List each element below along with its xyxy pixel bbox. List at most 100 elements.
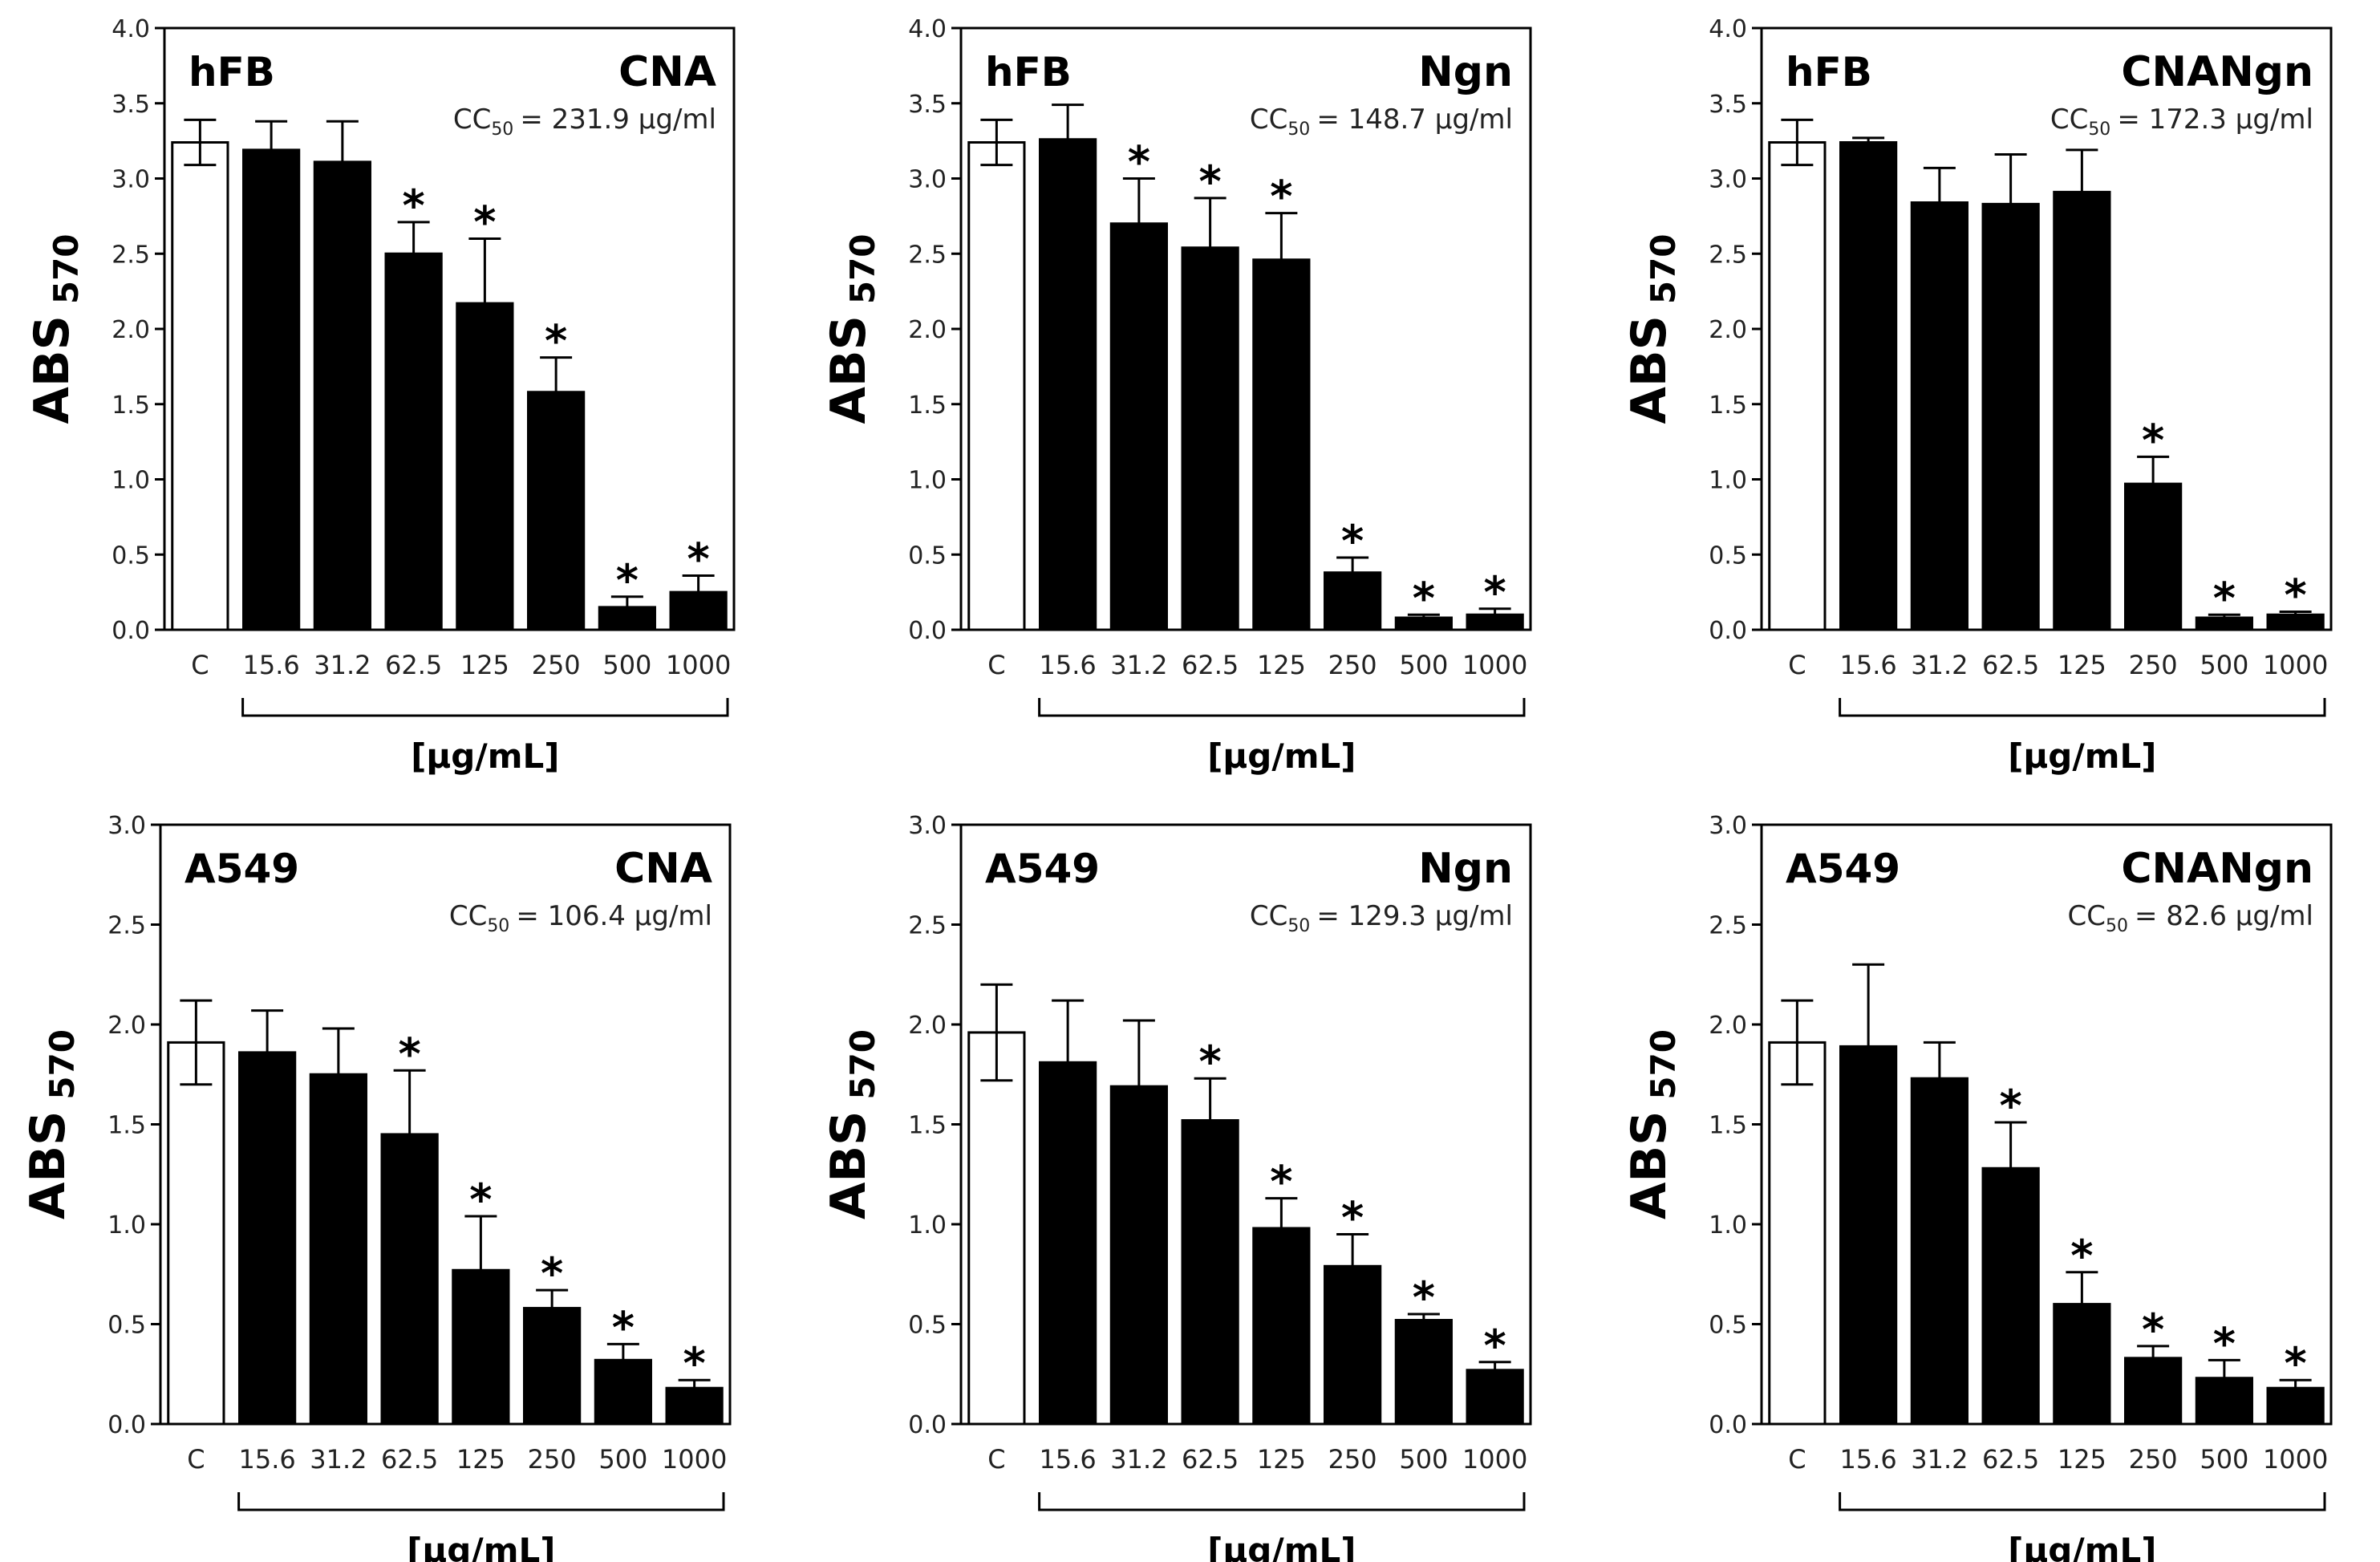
- y-axis-title-main: ABS: [20, 1111, 76, 1219]
- y-axis-title: ABS 570: [20, 1029, 82, 1219]
- y-tick-label: 2.5: [111, 241, 150, 269]
- x-axis-unit: [µg/mL]: [1207, 1531, 1356, 1562]
- bar-31.2: [1910, 1077, 1968, 1426]
- category-label: 15.6: [239, 1444, 296, 1475]
- y-tick-label: 4.0: [111, 15, 150, 43]
- bar-C: [167, 1041, 225, 1426]
- category-label: 250: [2129, 1444, 2178, 1475]
- concentration-bracket: [1038, 698, 1526, 717]
- chart-panel-hfb-cna: 0.0 0.5 1.0 1.5 2.0 2.5 3.0 3.5 4.0 ABS 570 C 15.6 31…: [24, 15, 736, 776]
- cc50-subscript: 50: [2106, 916, 2128, 936]
- significance-marker: *: [1270, 172, 1292, 222]
- significance-marker: *: [1270, 1157, 1292, 1207]
- compound-label: Ngn: [1418, 845, 1513, 893]
- cc50-label: CC: [1250, 900, 1287, 932]
- bar-C: [1768, 141, 1827, 631]
- category-label: 125: [1257, 1444, 1306, 1475]
- y-tick-label: 3.5: [111, 91, 150, 119]
- significance-marker: *: [1128, 137, 1150, 188]
- bar-62.5: [1181, 246, 1239, 631]
- category-label: 31.2: [1110, 650, 1167, 680]
- category-label: 31.2: [1110, 1444, 1167, 1475]
- significance-marker: *: [1199, 1037, 1222, 1087]
- chart-panel-hfb-cnangn: 0.0 0.5 1.0 1.5 2.0 2.5 3.0 3.5 4.0 ABS 570 C 15.6 31…: [1621, 15, 2333, 776]
- cell-line-label: A549: [1786, 846, 1900, 892]
- significance-marker: *: [403, 181, 425, 231]
- cc50-annotation: CC50 = 106.4 µg/ml: [449, 900, 712, 936]
- y-axis-title: ABS 570: [1621, 233, 1683, 424]
- category-label: 500: [1399, 1444, 1448, 1475]
- x-axis-unit: [µg/mL]: [1207, 736, 1356, 776]
- cell-line-label: hFB: [189, 49, 275, 95]
- category-label: 15.6: [1040, 650, 1097, 680]
- bar-125: [1252, 258, 1311, 631]
- y-axis-title-sub: 570: [47, 233, 86, 304]
- category-label: 1000: [2263, 650, 2328, 680]
- category-label: 1000: [1462, 1444, 1527, 1475]
- cc50-label: CC: [1250, 103, 1287, 136]
- y-axis-title: ABS 570: [821, 233, 882, 424]
- significance-marker: *: [1413, 573, 1435, 623]
- y-tick-label: 0.0: [908, 617, 947, 645]
- y-tick-label: 2.0: [908, 316, 947, 344]
- bar-500: [1394, 1319, 1453, 1426]
- cc50-value: = 106.4 µg/ml: [516, 900, 712, 932]
- significance-marker: *: [1341, 516, 1364, 566]
- category-label: 250: [532, 650, 581, 680]
- bar-125: [456, 302, 514, 631]
- y-tick-label: 1.5: [111, 392, 150, 420]
- significance-marker: *: [1484, 1321, 1506, 1371]
- concentration-bracket: [1839, 1492, 2326, 1511]
- category-label: 62.5: [1182, 1444, 1239, 1475]
- category-label: 500: [602, 650, 651, 680]
- category-label: 125: [2058, 650, 2106, 680]
- bar-125: [452, 1268, 510, 1426]
- cc50-subscript: 50: [2088, 120, 2110, 140]
- bar-15.6: [1039, 138, 1097, 631]
- y-tick-label: 1.0: [908, 467, 947, 495]
- y-tick-label: 2.0: [1709, 1012, 1747, 1040]
- x-axis-unit: [µg/mL]: [2008, 736, 2156, 776]
- cc50-annotation: CC50 = 129.3 µg/ml: [1250, 900, 1513, 936]
- compound-label: CNA: [618, 48, 716, 96]
- concentration-bracket: [1038, 1492, 1526, 1511]
- y-tick-label: 2.0: [1709, 316, 1747, 344]
- significance-marker: *: [683, 1338, 706, 1389]
- significance-marker: *: [2142, 1304, 2164, 1355]
- y-tick-label: 0.5: [111, 542, 150, 570]
- y-tick-label: 1.0: [1709, 1211, 1747, 1239]
- y-tick-label: 4.0: [908, 15, 947, 43]
- category-label: 31.2: [1911, 650, 1968, 680]
- significance-marker: *: [616, 555, 639, 606]
- significance-marker: *: [541, 1248, 563, 1299]
- category-label: 15.6: [1040, 1444, 1097, 1475]
- bar-250: [1324, 1264, 1382, 1426]
- category-label: C: [1788, 1444, 1806, 1475]
- y-tick-label: 3.0: [908, 812, 947, 840]
- y-tick-label: 3.0: [1709, 812, 1747, 840]
- cell-line-label: A549: [184, 846, 299, 892]
- significance-marker: *: [2070, 1231, 2093, 1281]
- category-label: 62.5: [381, 1444, 438, 1475]
- y-tick-label: 1.0: [908, 1211, 947, 1239]
- y-tick-label: 2.5: [908, 241, 947, 269]
- bar-1000: [665, 1386, 724, 1426]
- cc50-value: = 172.3 µg/ml: [2117, 103, 2313, 136]
- cell-line-label: hFB: [1786, 49, 1872, 95]
- bar-62.5: [380, 1133, 439, 1426]
- y-axis-title-sub: 570: [1644, 1029, 1683, 1100]
- y-tick-label: 2.0: [908, 1012, 947, 1040]
- category-label: 1000: [662, 1444, 727, 1475]
- category-label: 250: [528, 1444, 577, 1475]
- y-tick-label: 2.5: [1709, 241, 1747, 269]
- bar-C: [967, 1031, 1026, 1426]
- bar-500: [2195, 1377, 2253, 1426]
- bar-C: [967, 141, 1026, 631]
- significance-marker: *: [473, 197, 496, 248]
- category-label: C: [191, 650, 209, 680]
- category-label: C: [987, 1444, 1005, 1475]
- y-tick-label: 1.5: [1709, 1112, 1747, 1140]
- bar-250: [523, 1307, 582, 1426]
- chart-panel-a549-cna: 0.0 0.5 1.0 1.5 2.0 2.5 3.0 ABS 570 C 15.6 31.2 * 62.…: [20, 812, 732, 1562]
- y-axis-title-main: ABS: [1621, 315, 1677, 424]
